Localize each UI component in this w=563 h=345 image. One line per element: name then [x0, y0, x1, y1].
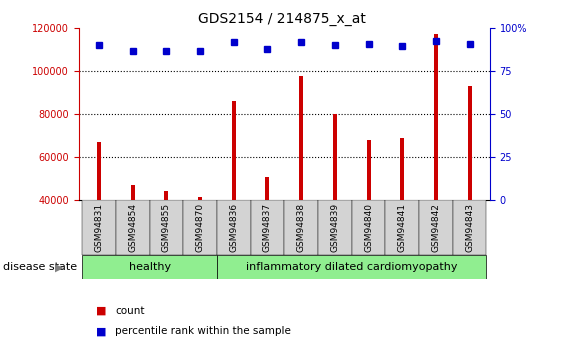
FancyBboxPatch shape — [318, 200, 352, 255]
Text: GSM94841: GSM94841 — [397, 203, 406, 252]
FancyBboxPatch shape — [419, 200, 453, 255]
Text: GSM94842: GSM94842 — [431, 203, 440, 252]
FancyBboxPatch shape — [386, 200, 419, 255]
FancyBboxPatch shape — [82, 255, 217, 279]
FancyBboxPatch shape — [251, 200, 284, 255]
Bar — [97, 142, 101, 200]
Text: GSM94854: GSM94854 — [128, 203, 137, 252]
Text: ▶: ▶ — [55, 263, 64, 272]
Text: GSM94836: GSM94836 — [229, 203, 238, 252]
Bar — [198, 197, 202, 200]
Text: GDS2154 / 214875_x_at: GDS2154 / 214875_x_at — [198, 12, 365, 26]
Bar — [434, 34, 438, 200]
Bar — [265, 177, 270, 200]
FancyBboxPatch shape — [150, 200, 183, 255]
FancyBboxPatch shape — [284, 200, 318, 255]
Text: GSM94840: GSM94840 — [364, 203, 373, 252]
Bar — [232, 101, 236, 200]
Text: count: count — [115, 306, 145, 315]
Text: disease state: disease state — [3, 263, 77, 272]
Text: percentile rank within the sample: percentile rank within the sample — [115, 326, 291, 336]
Text: ■: ■ — [96, 306, 106, 315]
Text: GSM94843: GSM94843 — [465, 203, 474, 252]
Text: GSM94839: GSM94839 — [330, 203, 339, 252]
Bar — [131, 185, 135, 200]
Bar — [333, 114, 337, 200]
FancyBboxPatch shape — [453, 200, 486, 255]
Text: inflammatory dilated cardiomyopathy: inflammatory dilated cardiomyopathy — [246, 263, 458, 272]
Bar — [164, 191, 168, 200]
Bar — [468, 86, 472, 200]
FancyBboxPatch shape — [217, 255, 486, 279]
FancyBboxPatch shape — [352, 200, 386, 255]
FancyBboxPatch shape — [116, 200, 150, 255]
Bar — [400, 138, 404, 200]
FancyBboxPatch shape — [183, 200, 217, 255]
Text: ■: ■ — [96, 326, 106, 336]
Text: GSM94870: GSM94870 — [195, 203, 204, 252]
Text: GSM94855: GSM94855 — [162, 203, 171, 252]
Bar — [299, 76, 303, 200]
Text: GSM94838: GSM94838 — [297, 203, 306, 252]
Text: healthy: healthy — [128, 263, 171, 272]
Bar — [367, 140, 370, 200]
FancyBboxPatch shape — [82, 200, 116, 255]
FancyBboxPatch shape — [217, 200, 251, 255]
Text: GSM94831: GSM94831 — [95, 203, 104, 252]
Text: GSM94837: GSM94837 — [263, 203, 272, 252]
